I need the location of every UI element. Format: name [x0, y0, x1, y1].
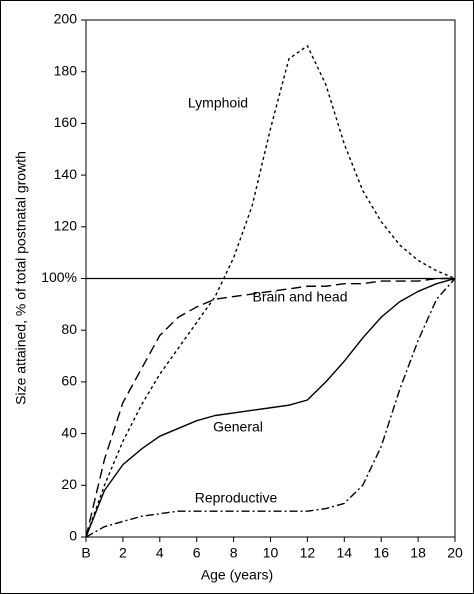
y-tick-label: 60 — [61, 373, 77, 389]
x-tick-label: 12 — [300, 545, 316, 561]
y-tick-label: 160 — [54, 114, 78, 130]
series-label: Brain and head — [253, 289, 348, 305]
y-tick-label: 200 — [54, 11, 78, 27]
series-line — [85, 277, 455, 538]
y-axis-label: Size attained, % of total postnatal grow… — [13, 151, 29, 405]
x-tick-label: 16 — [373, 545, 389, 561]
y-tick-label: 120 — [54, 218, 78, 234]
y-tick-label: 80 — [61, 321, 77, 337]
y-tick-label: 20 — [61, 476, 77, 492]
x-tick-label: 14 — [337, 545, 353, 561]
x-tick-label: B — [81, 545, 90, 561]
y-tick-label: 40 — [61, 424, 77, 440]
x-tick-label: 10 — [263, 545, 279, 561]
x-tick-label: 18 — [410, 545, 426, 561]
series-line — [85, 45, 456, 538]
y-tick-label: 100% — [41, 269, 77, 285]
x-tick-label: 2 — [119, 545, 127, 561]
series-label: Lymphoid — [188, 95, 248, 111]
y-tick-label: 140 — [54, 166, 78, 182]
series-label: Reproductive — [195, 490, 278, 506]
y-tick-label: 180 — [54, 62, 78, 78]
x-tick-label: 4 — [156, 545, 164, 561]
x-tick-label: 8 — [230, 545, 238, 561]
x-tick-label: 20 — [447, 545, 463, 561]
series-line — [85, 278, 456, 538]
x-axis-label: Age (years) — [201, 567, 273, 583]
y-tick-label: 0 — [69, 528, 77, 544]
series-line — [85, 277, 456, 538]
series-label: General — [213, 419, 263, 435]
x-tick-label: 6 — [193, 545, 201, 561]
